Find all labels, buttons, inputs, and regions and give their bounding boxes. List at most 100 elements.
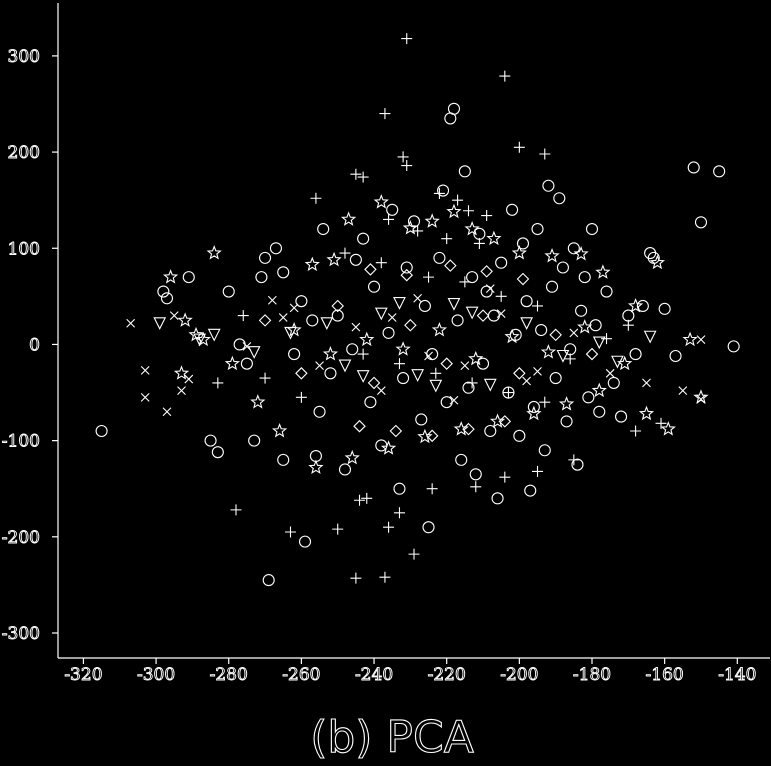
data-point-diamond	[389, 424, 403, 438]
data-point-plus	[259, 372, 271, 384]
data-point-triangle	[320, 317, 334, 331]
data-point-star	[340, 211, 357, 226]
data-point-circle	[451, 314, 464, 327]
data-point-plus	[295, 391, 307, 403]
data-point-diamond	[331, 299, 344, 313]
x-tick-label: -240	[355, 665, 393, 685]
data-point-star	[486, 230, 502, 246]
data-point-circle	[182, 271, 195, 284]
data-point-plus	[310, 192, 322, 204]
data-point-plus	[379, 108, 391, 120]
data-point-star	[322, 346, 339, 361]
data-point-circle	[615, 410, 628, 423]
x-tick-label: -220	[428, 665, 466, 685]
data-point-plus	[339, 247, 351, 259]
x-axis: -320 -300 -280 -260 -240 -220 -200 -180 -160 -140	[64, 658, 757, 685]
data-point-triangle	[153, 317, 167, 331]
data-point-star	[250, 394, 266, 409]
data-point-plus	[393, 358, 405, 370]
data-point-plus	[539, 396, 551, 408]
data-point-circle	[317, 222, 330, 236]
data-point-circle	[549, 372, 562, 385]
data-point-circle	[545, 280, 559, 293]
data-point-star	[446, 203, 462, 219]
data-point-circle	[713, 165, 726, 178]
data-point-star	[558, 396, 575, 411]
data-point-star	[464, 221, 480, 236]
data-point-star	[660, 421, 676, 436]
data-point-circle	[240, 357, 253, 370]
data-point-diamond	[476, 309, 490, 322]
data-point-triangle	[447, 298, 461, 311]
data-point-circle	[495, 256, 508, 269]
data-point-circle	[211, 446, 224, 459]
data-point-circle	[204, 434, 217, 447]
data-point-diamond	[400, 268, 414, 282]
data-point-circle	[255, 271, 268, 284]
data-point-star	[431, 322, 448, 337]
data-point-plus	[401, 33, 413, 45]
data-point-x	[126, 318, 136, 328]
data-point-circle	[520, 295, 533, 308]
data-point-circle	[513, 429, 526, 442]
data-point-triangle	[284, 326, 297, 340]
data-point-circle	[393, 482, 406, 495]
data-point-circle	[466, 271, 479, 284]
data-point-diamond	[353, 419, 366, 433]
data-point-star	[682, 331, 698, 347]
data-point-triangle	[520, 317, 534, 331]
data-point-plus	[473, 237, 485, 249]
data-point-circle	[553, 192, 566, 205]
data-point-star	[304, 256, 320, 272]
data-point-plus	[568, 454, 580, 466]
data-point-diamond	[404, 318, 417, 332]
data-point-diamond	[585, 347, 599, 361]
data-point-plus	[564, 353, 576, 365]
data-point-circle	[433, 251, 446, 264]
data-point-triangle	[193, 333, 207, 347]
data-point-triangle	[556, 349, 570, 363]
data-point-diamond	[480, 265, 493, 278]
data-point-star	[308, 459, 324, 475]
data-point-x	[162, 407, 172, 417]
data-point-plus	[495, 290, 507, 302]
data-point-triangle	[483, 378, 497, 392]
data-point-star	[693, 389, 709, 404]
data-point-circle	[694, 216, 708, 229]
data-point-circle	[571, 458, 584, 471]
data-point-diamond	[364, 263, 377, 276]
data-point-x	[678, 386, 688, 396]
data-point-plus	[357, 348, 369, 360]
data-point-plus	[466, 377, 478, 389]
data-point-diamond	[295, 367, 308, 380]
data-point-circle	[157, 285, 170, 298]
data-point-circle	[324, 367, 337, 380]
data-point-star	[326, 251, 342, 267]
data-point-circle	[382, 326, 395, 339]
data-point-diamond	[516, 272, 530, 286]
data-point-triangle	[247, 346, 261, 359]
data-point-plus	[354, 494, 366, 506]
data-point-circle	[338, 463, 352, 476]
x-tick-label: -180	[573, 665, 611, 685]
data-point-plus	[383, 213, 395, 225]
marker-layer	[95, 33, 740, 587]
data-point-x	[696, 394, 706, 404]
data-point-triangle	[592, 336, 606, 350]
data-point-circle	[269, 242, 283, 255]
data-point-plus	[601, 333, 613, 345]
data-point-star	[380, 440, 397, 455]
data-point-triangle	[465, 306, 479, 320]
x-tick-label: -160	[646, 665, 684, 685]
data-point-star	[177, 312, 193, 327]
data-point-plus	[470, 481, 482, 493]
data-point-plus	[481, 210, 493, 222]
data-point-circle	[422, 521, 435, 534]
data-point-plus	[237, 310, 249, 322]
data-point-x	[496, 309, 506, 319]
x-tick-label: -320	[64, 665, 102, 685]
data-point-circle	[636, 299, 649, 313]
data-point-plus	[230, 504, 242, 516]
data-point-triangle	[429, 379, 443, 393]
